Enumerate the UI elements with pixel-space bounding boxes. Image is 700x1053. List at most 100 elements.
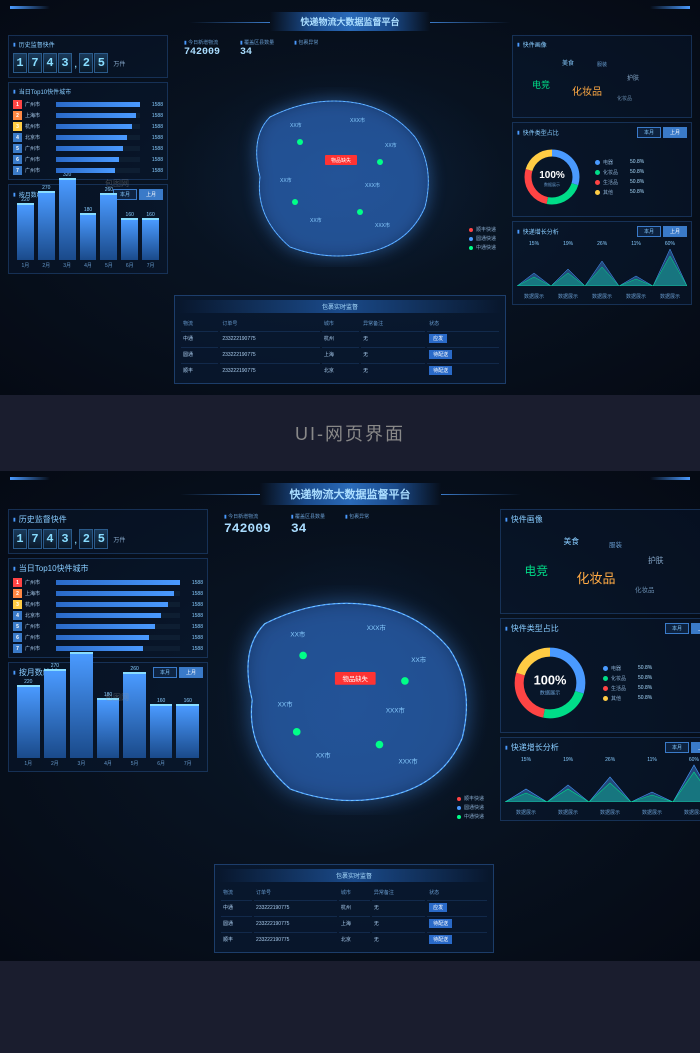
donut-legend-item: 生活品50.8% <box>603 685 652 692</box>
rt-row[interactable]: 中通233222190775杭州无应发 <box>221 900 487 914</box>
growth-title: 快递增长分析 本月 上月 <box>505 742 700 753</box>
city-name: 广州市 <box>25 167 53 174</box>
rank-badge: 5 <box>13 144 22 153</box>
city-val: 1588 <box>143 168 163 174</box>
donut-legend-item: 生活品50.8% <box>595 179 644 186</box>
top10-title: 当日Top10快件城市 <box>13 87 163 96</box>
city-row[interactable]: 6广州市1588 <box>13 633 203 642</box>
city-row[interactable]: 5广州市1588 <box>13 622 203 631</box>
map-svg: XX市 XXX市 XX市 XX市 XXX市 XX市 XXX市 物品缺失 <box>214 585 494 815</box>
rt-row[interactable]: 顺丰233222190775北京无待配送 <box>221 932 487 946</box>
digit: 5 <box>94 529 108 549</box>
dashboard-bottom: 快递物流大数据监督平台 历史监督快件 1743,25万件 当日Top10快件城市… <box>0 471 700 961</box>
tab-this-month[interactable]: 本月 <box>153 667 177 678</box>
area-labels: 数据展示数据展示数据展示数据展示数据展示 <box>517 293 687 300</box>
city-bar <box>56 602 180 607</box>
growth-tab-last[interactable]: 上月 <box>663 226 687 237</box>
donut-wrap: 100% 数据展示 电器50.8%化妆品50.8%生活品50.8%其他50.8% <box>505 638 700 728</box>
monthly-panel: 按月数统计 本月 上月 2201月2702月3203月1804月2605月160… <box>8 662 208 772</box>
tab-last-month[interactable]: 上月 <box>179 667 203 678</box>
digit: 7 <box>28 529 42 549</box>
city-row[interactable]: 1广州市1588 <box>13 578 203 587</box>
kpi-row: 今日新增物流742009 覆盖区县数量34 包裹异常 <box>214 509 494 540</box>
city-bar <box>56 635 180 640</box>
ratio-tab-last[interactable]: 上月 <box>691 623 700 634</box>
history-title: 历史监督快件 <box>13 40 163 49</box>
header: 快递物流大数据监督平台 <box>8 8 692 35</box>
rank-badge: 6 <box>13 633 22 642</box>
area-labels: 数据展示数据展示数据展示数据展示数据展示 <box>505 809 700 816</box>
donut-chart: 100% 数据展示 <box>505 638 595 728</box>
city-row[interactable]: 5广州市1588 <box>13 144 163 153</box>
rt-row[interactable]: 圆通233222190775上海无待配送 <box>181 347 499 361</box>
donut-wrap: 100% 数据展示 电器50.8%化妆品50.8%生活品50.8%其他50.8% <box>517 142 687 212</box>
city-row[interactable]: 1广州市1588 <box>13 100 163 109</box>
legend-item: 圆通快递 <box>457 804 484 811</box>
left-column: 历史监督快件 1743,25万件 当日Top10快件城市 1广州市15882上海… <box>8 509 208 953</box>
city-row[interactable]: 2上海市1588 <box>13 589 203 598</box>
city-row[interactable]: 3杭州市1588 <box>13 122 163 131</box>
status-badge: 待配送 <box>429 350 452 359</box>
word: 化妆品 <box>572 83 602 98</box>
growth-tab-this[interactable]: 本月 <box>665 742 689 753</box>
ratio-tab-this[interactable]: 本月 <box>665 623 689 634</box>
rank-badge: 3 <box>13 600 22 609</box>
word: 电竞 <box>532 78 550 91</box>
svg-text:物品缺失: 物品缺失 <box>331 157 351 164</box>
city-row[interactable]: 6广州市1588 <box>13 155 163 164</box>
status-badge: 应发 <box>429 903 447 912</box>
legend-item: 圆通快递 <box>469 235 496 242</box>
word: 服装 <box>609 539 622 549</box>
rt-row[interactable]: 圆通233222190775上海无待配送 <box>221 916 487 930</box>
growth-title: 快递增长分析 本月 上月 <box>517 226 687 237</box>
city-name: 上海市 <box>25 590 53 597</box>
svg-text:XX市: XX市 <box>385 142 397 149</box>
city-row[interactable]: 4北京市1588 <box>13 611 203 620</box>
digit: 2 <box>79 53 93 73</box>
donut-legend-item: 化妆品50.8% <box>603 675 652 682</box>
status-badge: 待配送 <box>429 935 452 944</box>
kpi-abnormal: 包裹异常 <box>294 39 318 58</box>
rank-badge: 7 <box>13 166 22 175</box>
bar-col: 1606月 <box>121 212 138 269</box>
city-row[interactable]: 2上海市1588 <box>13 111 163 120</box>
city-row[interactable]: 7广州市 1588 <box>13 166 163 175</box>
rank-badge: 6 <box>13 155 22 164</box>
digit-display: 1743,25万件 <box>13 529 203 549</box>
city-val: 1588 <box>143 157 163 163</box>
svg-text:数据展示: 数据展示 <box>540 689 561 697</box>
city-bar <box>56 624 180 629</box>
svg-text:XX市: XX市 <box>278 699 293 708</box>
city-bar <box>56 646 180 651</box>
bar-col: 1804月 <box>97 692 120 768</box>
bar-col: 1607月 <box>176 698 199 767</box>
ratio-tab-last[interactable]: 上月 <box>663 127 687 138</box>
ratio-panel: 快件类型占比 本月 上月 100% 数据展示 电器50. <box>512 122 692 217</box>
city-row[interactable]: 7广州市1588 <box>13 644 203 653</box>
ratio-tab-this[interactable]: 本月 <box>637 127 661 138</box>
city-val: 1588 <box>143 135 163 141</box>
donut-chart: 100% 数据展示 <box>517 142 587 212</box>
city-rank-list: 1广州市15882上海市15883杭州市15884北京市15885广州市1588… <box>13 100 163 175</box>
city-bar <box>56 591 180 596</box>
city-bar <box>56 113 140 118</box>
area-chart: 15%19%26%11%60% <box>517 241 687 291</box>
growth-tab-last[interactable]: 上月 <box>691 742 700 753</box>
word-cloud: 美食服装电竞护肤化妆品化妆品 <box>517 53 687 113</box>
center-column: 今日新增物流742009 覆盖区县数量34 包裹异常 XX市 XXX市 XX市 … <box>214 509 494 953</box>
rank-badge: 4 <box>13 133 22 142</box>
city-row[interactable]: 4北京市1588 <box>13 133 163 142</box>
city-row[interactable]: 3杭州市1588 <box>13 600 203 609</box>
word: 美食 <box>564 536 580 547</box>
svg-text:XX市: XX市 <box>316 750 331 759</box>
tab-last-month[interactable]: 上月 <box>139 189 163 200</box>
svg-text:XX市: XX市 <box>310 217 322 224</box>
donut-legend-item: 化妆品50.8% <box>595 169 644 176</box>
growth-tab-this[interactable]: 本月 <box>637 226 661 237</box>
history-panel: 历史监督快件 1743,25万件 <box>8 509 208 554</box>
rt-row[interactable]: 中通233222190775杭州无应发 <box>181 331 499 345</box>
rt-row[interactable]: 顺丰233222190775北京无待配送 <box>181 363 499 377</box>
city-bar <box>56 157 140 162</box>
donut-legend: 电器50.8%化妆品50.8%生活品50.8%其他50.8% <box>603 665 652 702</box>
city-name: 广州市 <box>25 634 53 641</box>
